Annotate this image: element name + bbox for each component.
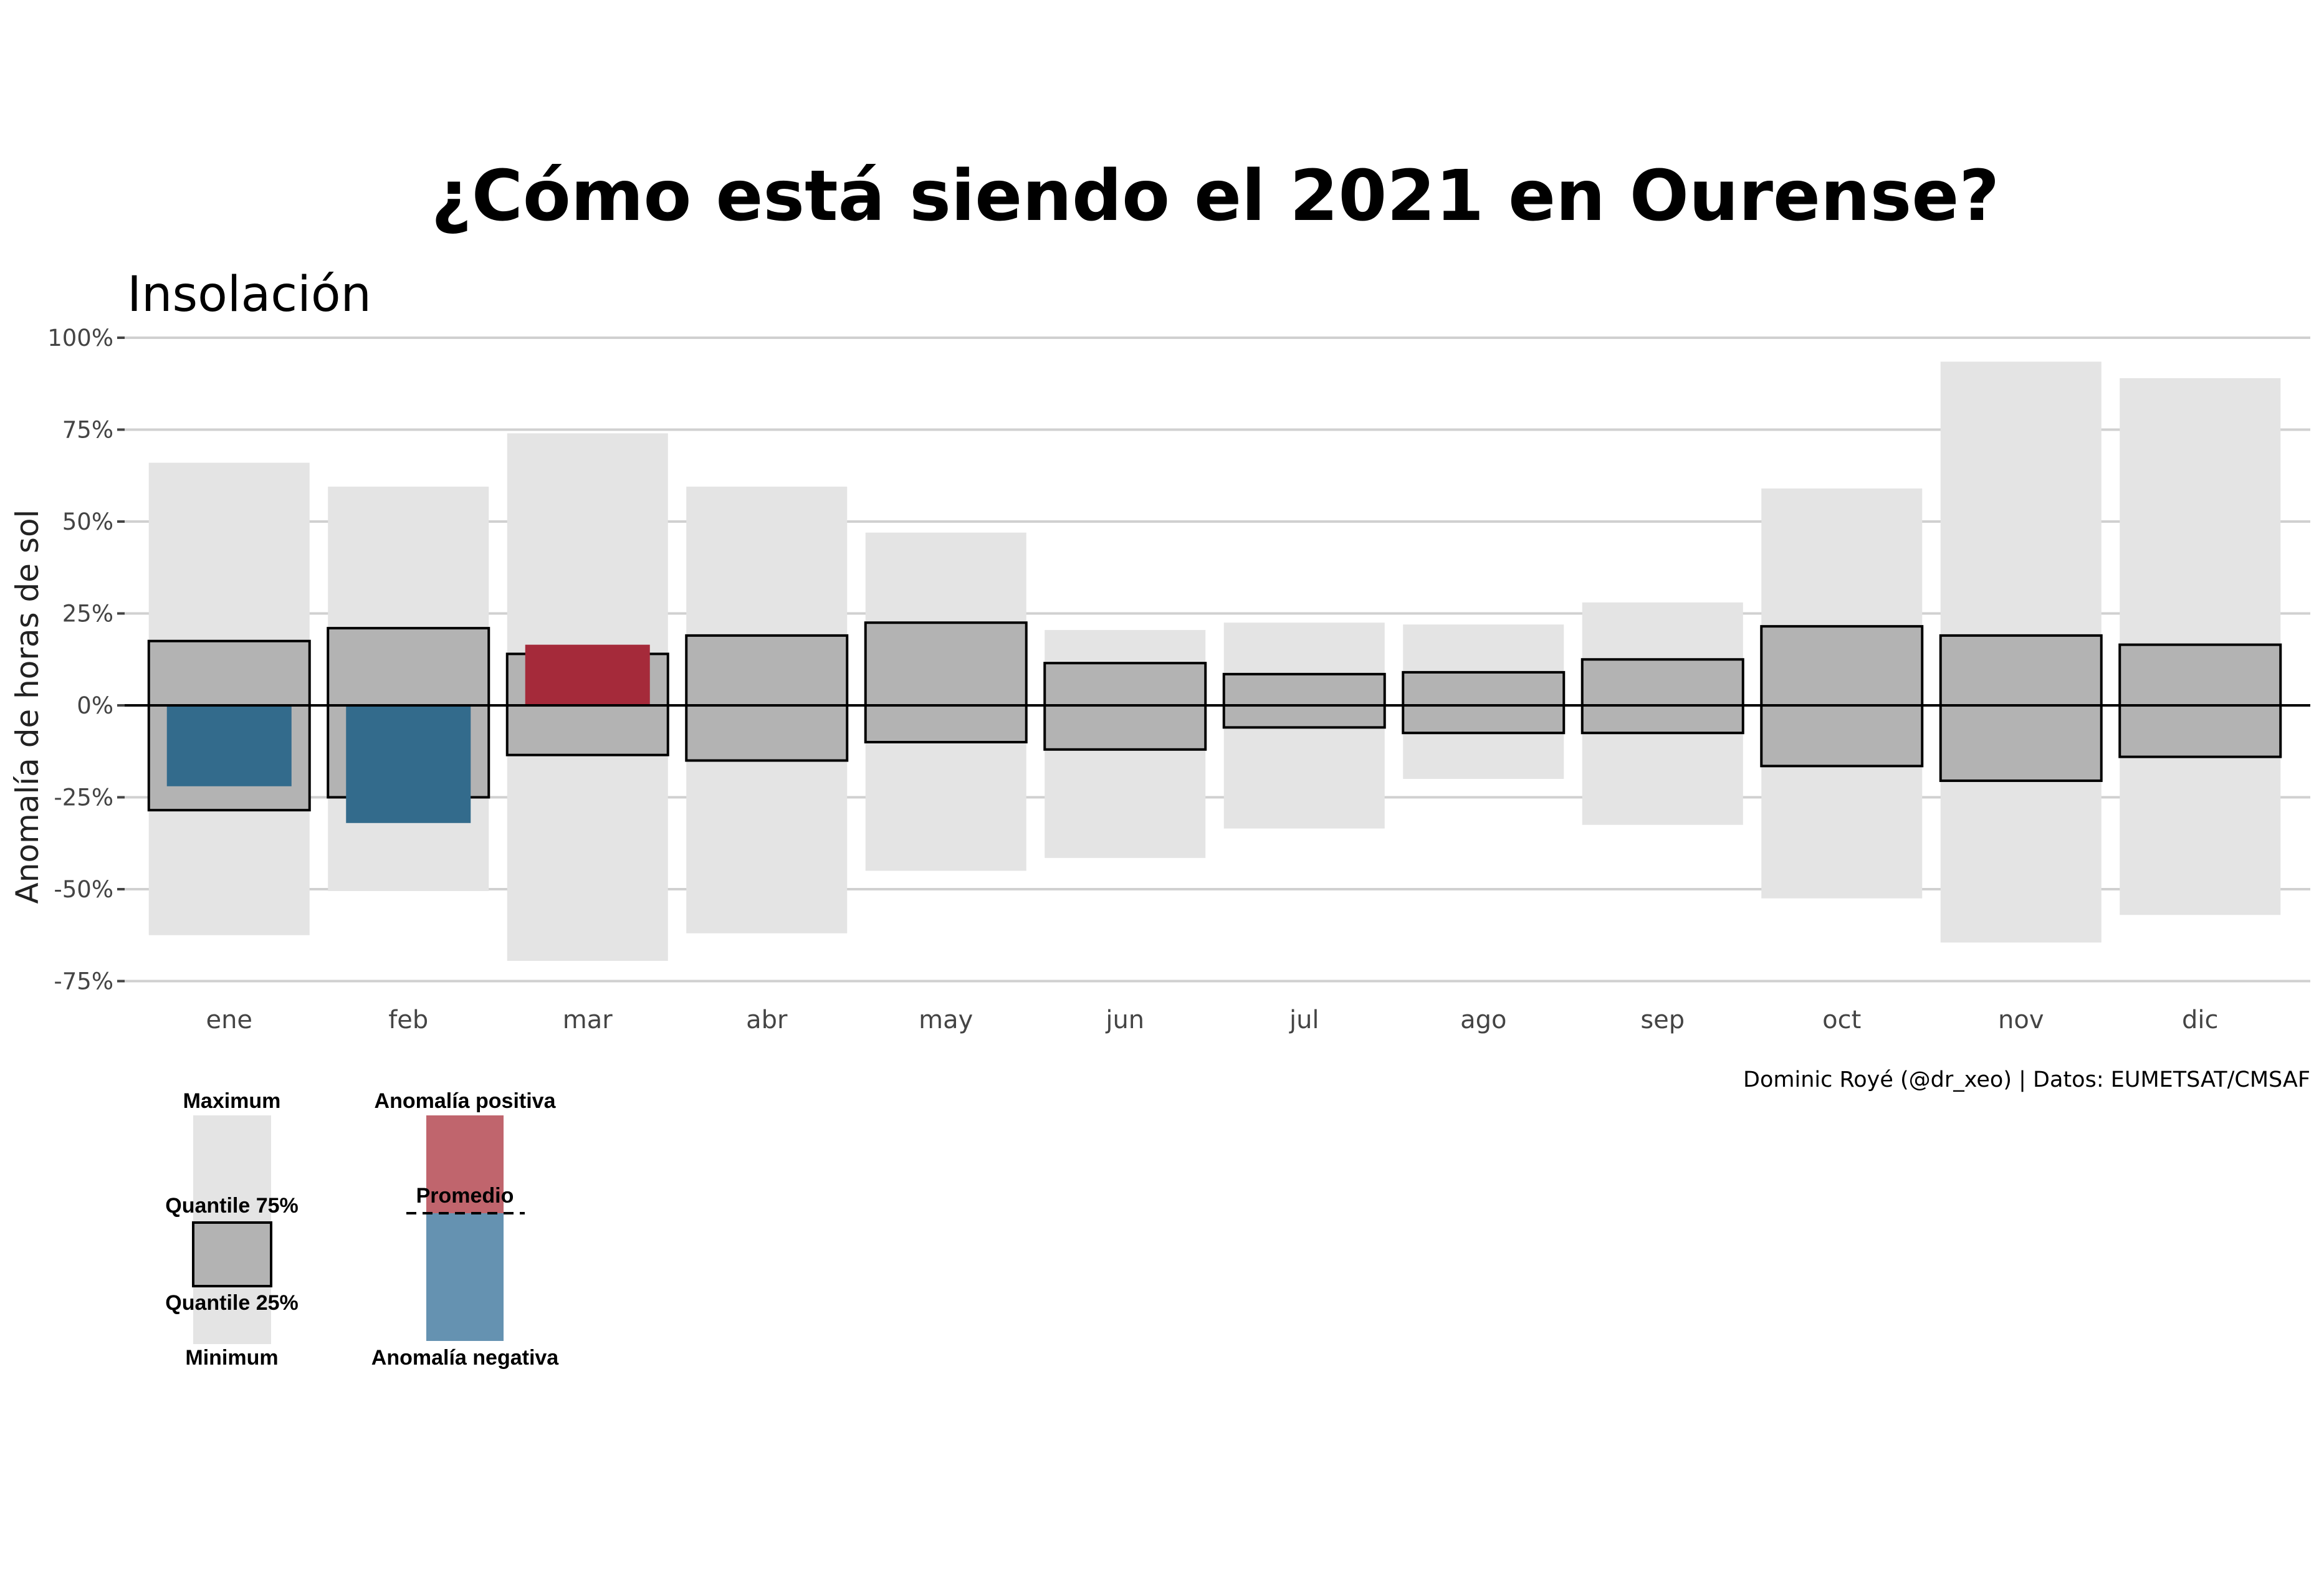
y-tick-label: 50% [62,508,113,535]
x-tick-label: ene [206,1006,252,1034]
chart-title: ¿Cómo está siendo el 2021 en Ourense? [431,156,2000,237]
y-tick-label: 100% [47,325,113,351]
y-tick-label: -25% [54,785,113,811]
legend-q75-label: Quantile 75% [165,1194,299,1218]
iqr-box-oct [1760,625,1924,768]
caption: Dominic Royé (@dr_xeo) | Datos: EUMETSAT… [1743,1067,2310,1092]
x-tick-label: may [919,1006,973,1034]
iqr-box-ago [1402,670,1566,735]
y-tick-label: -50% [54,876,113,903]
x-tick-labels: ene feb mar abr may jun jul ago sep oct nov dic [206,1006,2218,1034]
x-tick-label: nov [1998,1006,2044,1034]
y-tick-label: -75% [54,968,113,995]
legend-positive-bar [426,1115,504,1213]
iqr-box-sep [1580,658,1744,735]
legend-iqr-box [192,1221,272,1287]
legend-negative-bar [426,1213,504,1341]
x-tick-label: oct [1822,1006,1861,1034]
x-tick-label: mar [563,1006,613,1034]
iqr-boxes [147,621,2282,812]
y-tick-label: 75% [62,417,113,444]
iqr-box-abr [685,634,849,762]
anomaly-bars [166,644,650,823]
anomaly-bar-mar [525,644,650,705]
legend-maximum-label: Maximum [183,1089,281,1113]
anomaly-bar-feb [346,705,471,823]
y-tick-label: 25% [62,601,113,627]
x-tick-label: ago [1460,1006,1506,1034]
iqr-box-nov [1939,634,2103,782]
x-tick-label: jun [1105,1006,1144,1034]
legend-negative-label: Anomalía negativa [371,1346,559,1370]
y-tick-label: 0% [77,692,113,719]
legend-average-label: Promedio [416,1184,514,1208]
x-tick-label: sep [1640,1006,1685,1034]
legend-q25-label: Quantile 25% [165,1291,299,1315]
legend-graphics [192,1115,525,1344]
iqr-box-may [864,621,1028,743]
iqr-box-jul [1222,672,1386,729]
legend-positive-label: Anomalía positiva [374,1089,556,1113]
anomaly-bar-ene [166,705,292,786]
iqr-box-dic [2118,643,2282,758]
chart-subtitle: Insolación [127,267,371,323]
legend-minimum-label: Minimum [185,1346,279,1370]
y-tick-labels: 100% 75% 50% 25% 0% -25% -50% -75% [47,325,113,995]
x-tick-label: jul [1289,1006,1319,1034]
x-tick-label: abr [746,1006,788,1034]
x-tick-label: feb [388,1006,428,1034]
x-tick-label: dic [2182,1006,2219,1034]
